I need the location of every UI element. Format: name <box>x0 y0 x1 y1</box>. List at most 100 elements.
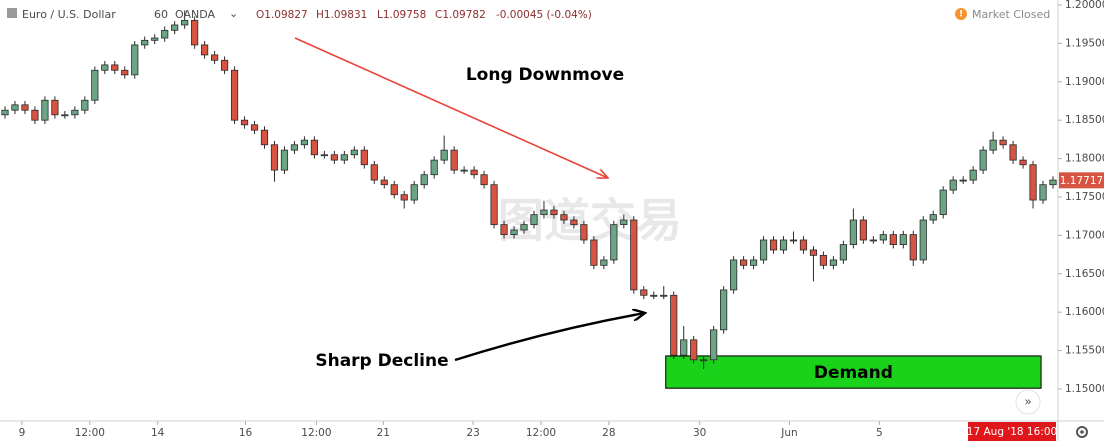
candle-body <box>470 169 478 176</box>
candle-body <box>51 99 59 116</box>
scroll-button[interactable] <box>1015 389 1041 415</box>
candle-body <box>260 129 269 146</box>
candle-body <box>939 189 947 216</box>
candle-body <box>700 359 708 362</box>
candle-body <box>211 54 219 61</box>
annotation: Sharp Decline <box>315 351 448 371</box>
candle-body <box>959 179 967 182</box>
demand-label: Demand <box>814 363 893 383</box>
low-value: L1.09758 <box>377 9 426 21</box>
candle-body <box>420 174 428 186</box>
y-tick-label: 1.18500 <box>1065 114 1104 126</box>
candle-body <box>969 169 977 181</box>
front-layer: Long Downmove Sharp Decline <box>294 37 645 371</box>
y-tick-label: 1.19500 <box>1065 37 1104 49</box>
candle-body <box>829 259 838 266</box>
candle-body <box>280 149 289 171</box>
candle-body <box>430 159 438 176</box>
candle-body <box>560 214 568 221</box>
y-tick-label: 1.16000 <box>1065 306 1104 318</box>
x-tick-label: 16 <box>239 427 253 439</box>
candle-body <box>340 154 348 161</box>
symbol: Euro / U.S. Dollar <box>22 8 116 21</box>
candle-body <box>111 64 119 71</box>
candle-body <box>370 164 378 181</box>
candle-body <box>360 149 368 166</box>
candle-body <box>720 289 728 331</box>
x-tick-label: Jun <box>780 427 797 439</box>
candle-body <box>859 219 867 241</box>
x-tick-label: 30 <box>693 427 706 439</box>
interval: 60 <box>154 8 168 21</box>
candle-body <box>500 224 508 236</box>
candle-body <box>849 219 857 245</box>
candle-body <box>490 184 498 226</box>
y-tick-label: 1.15500 <box>1065 345 1104 357</box>
candle-body <box>580 224 588 241</box>
candle-body <box>899 234 907 245</box>
candle-body <box>610 224 618 261</box>
candle-body <box>1049 179 1057 186</box>
candle-body <box>909 234 917 261</box>
scroll-icon: » <box>1024 395 1031 409</box>
crosshair-time-tag <box>968 422 1056 441</box>
candle-body <box>400 194 408 201</box>
candle-body <box>889 234 897 245</box>
candle-body <box>330 154 338 161</box>
candle-body <box>1009 144 1017 161</box>
candle-body <box>81 99 89 111</box>
candle-body <box>979 149 987 171</box>
exchange: OANDA <box>175 8 215 21</box>
back-layer: 图道交易 Demand <box>498 194 1042 389</box>
candle-body <box>440 149 448 161</box>
watermark: 图道交易 <box>498 194 682 248</box>
status-icon <box>955 8 967 20</box>
candle-body <box>640 289 648 296</box>
candle-body <box>819 254 828 266</box>
candle-body <box>380 179 388 186</box>
annotation: Long Downmove <box>466 65 624 85</box>
candle-body <box>171 24 179 31</box>
candle-body <box>310 139 318 156</box>
candle-body <box>999 139 1007 146</box>
x-tick-label: 5 <box>876 427 883 439</box>
candle-body <box>61 114 69 117</box>
candle-body <box>779 239 788 251</box>
candle-body <box>929 214 937 221</box>
candle-body <box>141 39 149 46</box>
candle-body <box>201 44 209 56</box>
dropdown-icon[interactable]: ⌄ <box>229 7 238 20</box>
candle-body <box>879 234 887 241</box>
arrow <box>294 37 608 178</box>
candle-body <box>181 19 189 26</box>
y-tick-label: 1.15000 <box>1065 383 1104 395</box>
candle-body <box>460 169 468 172</box>
open-value: O1.09827 <box>256 9 308 21</box>
candle-body <box>480 174 488 186</box>
axes: 1.15000 1.15500 1.16000 1.16500 1.17000 1.175… <box>19 0 1104 441</box>
candle-body <box>650 294 658 297</box>
status-icon-mark: ! <box>959 10 963 20</box>
candle-body <box>41 99 49 121</box>
candle-body <box>570 219 578 226</box>
y-tick-label: 1.19000 <box>1065 76 1104 88</box>
last-price-label: 1.17717 <box>1060 175 1103 187</box>
candle-body <box>220 59 229 71</box>
candle-body <box>660 294 668 297</box>
candle-body <box>630 219 638 291</box>
candle-body <box>320 154 328 157</box>
candle-body <box>919 219 927 261</box>
candle-body <box>809 249 818 256</box>
settings-button[interactable] <box>1076 426 1088 438</box>
candle-body <box>1019 159 1027 166</box>
candle-body <box>550 209 558 216</box>
y-tick-label: 1.16500 <box>1065 268 1104 280</box>
candles <box>1 10 1057 370</box>
candle-body <box>131 44 139 76</box>
market-status: Market Closed <box>972 8 1050 21</box>
header: Euro / U.S. Dollar 60 OANDA ⌄ O1.09827 H… <box>7 7 1050 21</box>
x-tick-label: 12:00 <box>301 427 331 439</box>
x-tick-label: 9 <box>19 427 26 439</box>
high-value: H1.09831 <box>316 9 367 21</box>
x-tick-label: 14 <box>151 427 165 439</box>
